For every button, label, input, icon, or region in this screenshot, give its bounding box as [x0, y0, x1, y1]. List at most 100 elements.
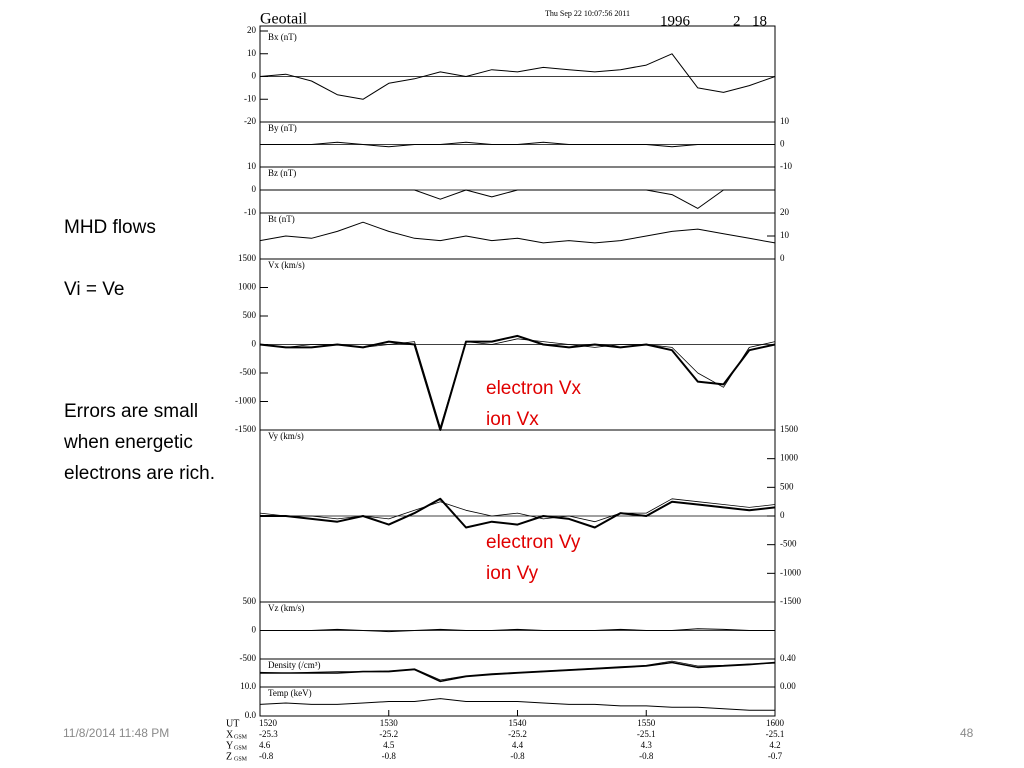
orbit-value: -0.7	[768, 751, 783, 761]
y-tick-label: -500	[240, 653, 257, 663]
orbit-value: 4.2	[769, 740, 780, 750]
legend-entry: ion Vx	[486, 409, 539, 430]
data-line	[259, 698, 775, 711]
orbit-label-sub: GSM	[234, 734, 248, 740]
panel-label: Vx (km/s)	[268, 260, 305, 270]
orbit-value: -25.3	[259, 729, 278, 739]
orbit-value: -0.8	[639, 751, 654, 761]
y-tick-label: 0	[252, 625, 257, 635]
y-tick-label: -20	[244, 116, 256, 126]
y-tick-label: 500	[780, 481, 794, 491]
x-tick-label: 1540	[509, 718, 528, 728]
panel-label: Temp (keV)	[268, 688, 312, 698]
data-line	[259, 498, 776, 523]
orbit-label-sub: GSM	[234, 756, 248, 762]
x-tick-label: 1600	[766, 718, 785, 728]
y-tick-label: 0.00	[780, 681, 796, 691]
y-tick-label: 0	[780, 139, 785, 149]
y-tick-label: 1000	[780, 453, 799, 463]
orbit-value: -25.2	[379, 729, 398, 739]
y-tick-label: 10.0	[240, 681, 256, 691]
y-tick-label: -500	[240, 367, 257, 377]
panel-label: Vz (km/s)	[268, 603, 304, 613]
legend-entry: electron Vy	[486, 532, 581, 553]
y-tick-label: 500	[243, 310, 257, 320]
panel-label: Bz (nT)	[268, 168, 296, 178]
y-tick-label: 1500	[238, 253, 257, 263]
y-tick-label: 0	[252, 184, 257, 194]
note: MHD flows	[64, 217, 156, 238]
y-tick-label: 20	[247, 25, 257, 35]
note: Errors are small	[64, 401, 198, 422]
y-tick-label: -10	[780, 161, 792, 171]
plot-frame	[259, 25, 776, 717]
data-line	[260, 661, 776, 683]
data-line	[260, 497, 776, 529]
x-tick-label: 1530	[380, 718, 399, 728]
orbit-value: -0.8	[382, 751, 397, 761]
mission: Geotail	[260, 11, 308, 28]
y-tick-label: 1500	[780, 424, 799, 434]
y-tick-label: 10	[780, 116, 790, 126]
y-tick-label: 0.40	[780, 653, 796, 663]
ut-label: UT	[226, 718, 239, 729]
legend-entry: electron Vx	[486, 378, 582, 399]
panel-label: Bx (nT)	[268, 32, 297, 42]
data-line	[260, 141, 775, 148]
y-tick-label: -1500	[780, 596, 801, 606]
orbit-value: -25.1	[637, 729, 656, 739]
y-tick-label: 1000	[238, 282, 257, 292]
data-line	[260, 628, 775, 633]
y-tick-label: 10	[247, 48, 257, 58]
y-tick-label: 10	[247, 161, 257, 171]
note: Vi = Ve	[64, 279, 124, 300]
panel-label: Bt (nT)	[268, 214, 295, 224]
orbit-value: 4.6	[259, 740, 271, 750]
x-tick-label: 1550	[637, 718, 656, 728]
panel-label: Density (/cm³)	[268, 660, 320, 670]
y-tick-label: 500	[243, 596, 257, 606]
y-tick-label: -1000	[780, 567, 801, 577]
note: when energetic	[63, 432, 193, 453]
note: electrons are rich.	[64, 463, 215, 484]
data-line	[259, 221, 776, 244]
orbit-value: 4.5	[383, 740, 395, 750]
orbit-value: -0.8	[259, 751, 274, 761]
orbit-value: 4.4	[512, 740, 524, 750]
orbit-value: -25.1	[766, 729, 785, 739]
year: 1996	[660, 13, 691, 29]
orbit-label: Y	[226, 740, 233, 751]
data-line	[259, 53, 776, 100]
y-tick-label: 0	[252, 339, 257, 349]
y-tick-label: 0	[252, 71, 257, 81]
y-tick-label: 20	[780, 207, 790, 217]
y-tick-label: 0.0	[245, 710, 257, 720]
month: 2	[733, 13, 741, 29]
orbit-label: Z	[226, 751, 232, 762]
day: 18	[752, 13, 767, 29]
y-tick-label: -10	[244, 207, 256, 217]
y-tick-label: -1500	[235, 424, 256, 434]
data-line	[260, 189, 775, 209]
footer-date: 11/8/2014 11:48 PM	[63, 726, 169, 740]
y-tick-label: -500	[780, 539, 797, 549]
x-tick-label: 1520	[259, 718, 278, 728]
orbit-value: 4.3	[641, 740, 653, 750]
y-tick-label: 10	[780, 230, 790, 240]
y-tick-label: 0	[780, 253, 785, 263]
orbit-label: X	[226, 729, 234, 740]
y-tick-label: -1000	[235, 396, 256, 406]
y-tick-label: 0	[780, 510, 785, 520]
data-line	[259, 338, 776, 428]
data-line	[259, 660, 776, 681]
panel-label: Vy (km/s)	[268, 431, 304, 441]
orbit-value: -0.8	[510, 751, 525, 761]
timestamp: Thu Sep 22 10:07:56 2011	[545, 9, 630, 18]
orbit-value: -25.2	[508, 729, 527, 739]
legend-entry: ion Vy	[486, 563, 539, 584]
y-tick-label: -10	[244, 93, 256, 103]
orbit-label-sub: GSM	[234, 745, 248, 751]
page-number: 48	[960, 726, 974, 740]
